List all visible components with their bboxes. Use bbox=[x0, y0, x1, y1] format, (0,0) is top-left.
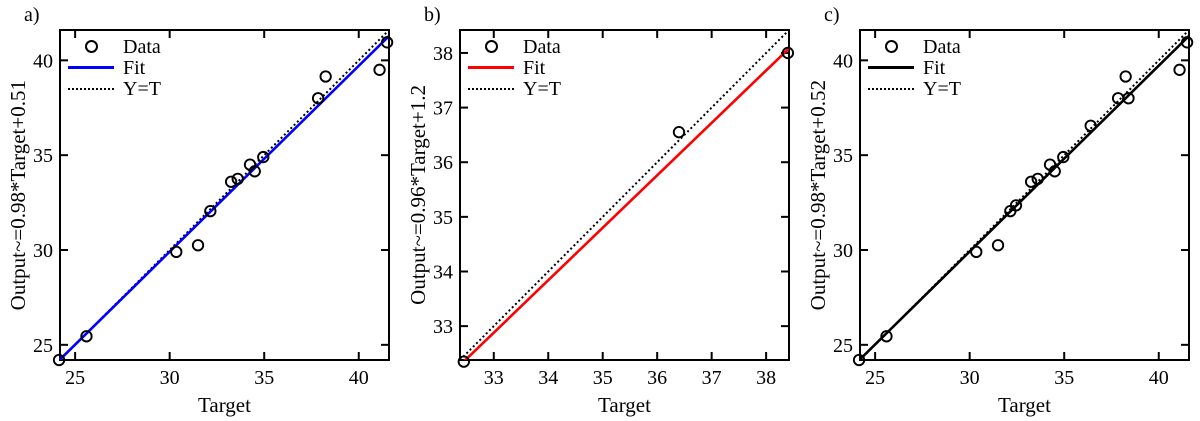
fit-line-icon bbox=[68, 66, 114, 69]
data-marker-icon bbox=[484, 40, 498, 53]
legend-item-fit: Fit bbox=[468, 57, 561, 78]
panel-label-b: b) bbox=[424, 4, 441, 26]
svg-text:35: 35 bbox=[1054, 367, 1074, 389]
legend-item-data: Data bbox=[68, 36, 161, 57]
legend-label-yt: Y=T bbox=[523, 77, 561, 100]
svg-text:25: 25 bbox=[865, 367, 885, 389]
fit-line-sample bbox=[868, 66, 914, 69]
fit-line-sample bbox=[468, 66, 514, 69]
legend-label-fit: Fit bbox=[923, 56, 946, 79]
svg-text:25: 25 bbox=[33, 335, 53, 357]
legend-label-data: Data bbox=[923, 35, 961, 58]
svg-text:37: 37 bbox=[702, 367, 722, 389]
data-marker-sample bbox=[68, 40, 114, 53]
svg-text:40: 40 bbox=[833, 50, 853, 72]
svg-text:34: 34 bbox=[433, 261, 453, 283]
x-axis-label: Target bbox=[598, 393, 651, 417]
data-marker-sample bbox=[468, 40, 514, 53]
svg-text:30: 30 bbox=[160, 367, 180, 389]
legend-c: Data Fit Y=T bbox=[868, 36, 961, 99]
y-axis-label-wrap: Output~=0.98*Target+0.52 bbox=[801, 30, 835, 360]
data-marker-icon bbox=[84, 40, 98, 53]
svg-text:36: 36 bbox=[433, 152, 453, 174]
panel-label-c: c) bbox=[824, 4, 840, 26]
y-axis-label: Output~=0.98*Target+0.51 bbox=[5, 79, 30, 311]
svg-text:25: 25 bbox=[833, 335, 853, 357]
panel-label-a: a) bbox=[24, 4, 40, 26]
svg-text:38: 38 bbox=[433, 43, 453, 65]
fit-line-icon bbox=[468, 66, 514, 69]
svg-text:30: 30 bbox=[833, 240, 853, 262]
data-marker-icon bbox=[884, 40, 898, 53]
fit-line-icon bbox=[868, 66, 914, 69]
panel-b: 33 34 35 36 37 38 33 34 35 36 37 38 b) Data Fit Y=T… bbox=[400, 0, 800, 421]
svg-text:34: 34 bbox=[538, 367, 558, 389]
svg-text:37: 37 bbox=[433, 98, 453, 120]
svg-text:40: 40 bbox=[33, 50, 53, 72]
svg-text:40: 40 bbox=[349, 367, 369, 389]
x-axis-label: Target bbox=[998, 393, 1051, 417]
svg-text:25: 25 bbox=[65, 367, 85, 389]
legend-item-fit: Fit bbox=[68, 57, 161, 78]
panel-c: 25 30 35 40 25 30 35 40 c) Data Fit Y=T Target … bbox=[800, 0, 1200, 421]
yt-line-icon bbox=[468, 87, 514, 90]
svg-text:30: 30 bbox=[960, 367, 980, 389]
svg-text:35: 35 bbox=[593, 367, 613, 389]
legend-label-yt: Y=T bbox=[123, 77, 161, 100]
legend-a: Data Fit Y=T bbox=[68, 36, 161, 99]
legend-label-data: Data bbox=[123, 35, 161, 58]
svg-text:38: 38 bbox=[756, 367, 776, 389]
svg-text:33: 33 bbox=[433, 316, 453, 338]
legend-item-data: Data bbox=[868, 36, 961, 57]
legend-label-data: Data bbox=[523, 35, 561, 58]
y-axis-label: Output~=0.98*Target+0.52 bbox=[805, 79, 830, 311]
svg-text:40: 40 bbox=[1149, 367, 1169, 389]
fit-line-sample bbox=[68, 66, 114, 69]
panel-a: 25 30 35 40 25 30 35 40 a) Data Fit Y=T Target … bbox=[0, 0, 400, 421]
x-axis-label: Target bbox=[198, 393, 251, 417]
y-axis-label-wrap: Output~=0.98*Target+0.51 bbox=[1, 30, 35, 360]
data-marker-sample bbox=[868, 40, 914, 53]
regression-chart-c: 25 30 35 40 25 30 35 40 bbox=[833, 29, 1194, 389]
yt-line-icon bbox=[68, 87, 114, 90]
legend-item-yt: Y=T bbox=[468, 78, 561, 99]
legend-item-yt: Y=T bbox=[868, 78, 961, 99]
yt-line-icon bbox=[868, 87, 914, 90]
regression-chart-b: 33 34 35 36 37 38 33 34 35 36 37 38 bbox=[433, 29, 795, 389]
svg-text:36: 36 bbox=[647, 367, 667, 389]
regression-chart-a: 25 30 35 40 25 30 35 40 bbox=[33, 29, 394, 389]
legend-item-data: Data bbox=[468, 36, 561, 57]
y-axis-label: Output~=0.96*Target+1.2 bbox=[405, 85, 430, 305]
legend-label-yt: Y=T bbox=[923, 77, 961, 100]
legend-label-fit: Fit bbox=[123, 56, 146, 79]
legend-label-fit: Fit bbox=[523, 56, 546, 79]
svg-text:35: 35 bbox=[433, 207, 453, 229]
svg-text:30: 30 bbox=[33, 240, 53, 262]
svg-text:35: 35 bbox=[833, 145, 853, 167]
svg-text:33: 33 bbox=[484, 367, 504, 389]
yt-line-sample bbox=[468, 87, 514, 90]
yt-line-sample bbox=[868, 87, 914, 90]
legend-b: Data Fit Y=T bbox=[468, 36, 561, 99]
y-axis-label-wrap: Output~=0.96*Target+1.2 bbox=[401, 30, 435, 360]
svg-text:35: 35 bbox=[33, 145, 53, 167]
legend-item-fit: Fit bbox=[868, 57, 961, 78]
legend-item-yt: Y=T bbox=[68, 78, 161, 99]
svg-text:35: 35 bbox=[254, 367, 274, 389]
yt-line-sample bbox=[68, 87, 114, 90]
